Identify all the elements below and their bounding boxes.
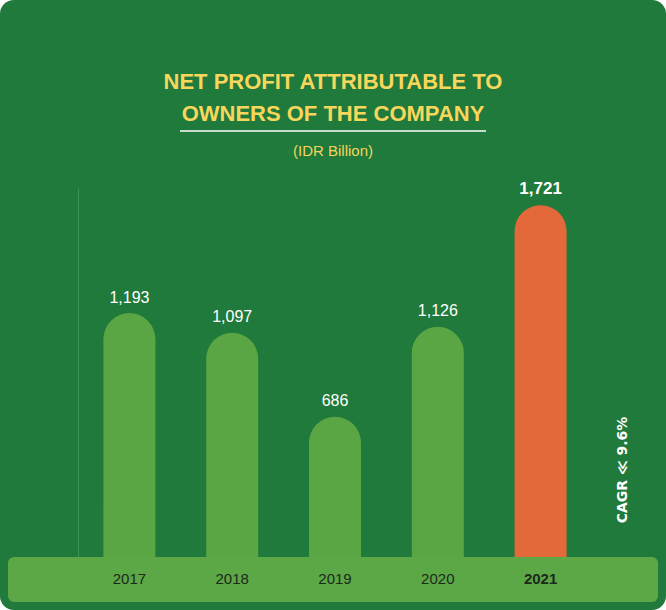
- svg-text:1,126: 1,126: [418, 302, 458, 319]
- svg-text:2019: 2019: [318, 570, 351, 587]
- svg-text:(IDR Billion): (IDR Billion): [293, 142, 373, 159]
- svg-text:NET PROFIT ATTRIBUTABLE TO: NET PROFIT ATTRIBUTABLE TO: [164, 69, 503, 94]
- svg-text:2020: 2020: [421, 570, 454, 587]
- svg-text:686: 686: [322, 392, 349, 409]
- svg-text:CAGR ≪ 9.6%: CAGR ≪ 9.6%: [614, 417, 630, 524]
- svg-text:1,097: 1,097: [212, 308, 252, 325]
- svg-text:2021: 2021: [524, 570, 557, 587]
- svg-text:2018: 2018: [216, 570, 249, 587]
- svg-text:1,721: 1,721: [519, 179, 562, 198]
- svg-text:OWNERS OF THE COMPANY: OWNERS OF THE COMPANY: [182, 101, 485, 126]
- svg-text:2017: 2017: [113, 570, 146, 587]
- svg-text:1,193: 1,193: [109, 289, 149, 306]
